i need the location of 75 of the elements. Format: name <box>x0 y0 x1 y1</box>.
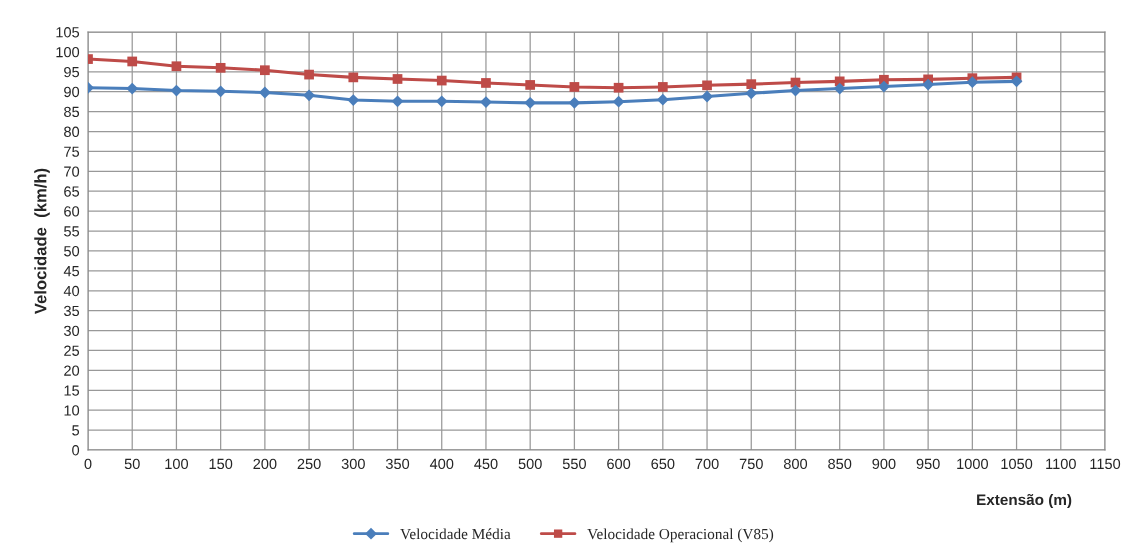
y-tick-label: 55 <box>64 226 80 237</box>
point <box>833 82 846 95</box>
point <box>878 80 890 93</box>
point <box>701 90 713 103</box>
x-tick-label: 200 <box>253 458 277 470</box>
y-tick-label: 35 <box>64 305 80 317</box>
y-tick-label: 105 <box>56 27 80 38</box>
y-tick-label: 85 <box>64 106 80 118</box>
x-tick-label: 700 <box>695 458 719 470</box>
point <box>348 72 359 83</box>
y-tick-label: 30 <box>64 325 80 336</box>
y-tick-label: 50 <box>64 246 80 257</box>
y-tick-label: 100 <box>56 47 80 58</box>
point <box>171 61 182 72</box>
y-tick-label: 20 <box>64 365 80 376</box>
point <box>922 78 935 91</box>
x-tick-label: 250 <box>297 458 321 470</box>
y-tick-label: 15 <box>64 385 80 396</box>
x-tick-label: 1100 <box>1046 458 1076 470</box>
x-tick-label: 0 <box>84 458 92 470</box>
point <box>303 89 315 102</box>
y-tick-label: 90 <box>64 86 80 98</box>
x-tick-label: 100 <box>165 458 189 470</box>
y-tick-label: 65 <box>64 186 80 197</box>
point <box>525 80 536 90</box>
point <box>214 85 227 98</box>
x-tick-label: 850 <box>828 458 852 470</box>
point <box>304 69 314 80</box>
x-tick-label: 800 <box>783 458 808 470</box>
point <box>966 76 979 89</box>
x-tick-label: 300 <box>341 458 365 470</box>
x-tick-label: 950 <box>916 458 940 470</box>
point <box>746 79 757 90</box>
y-tick-label: 75 <box>64 146 80 157</box>
x-tick-label: 600 <box>607 458 631 470</box>
point <box>260 65 270 76</box>
y-tick-label: 70 <box>64 166 80 177</box>
y-tick-label: 80 <box>64 126 80 137</box>
y-tick-label: 10 <box>64 405 80 416</box>
x-tick-label: 150 <box>209 458 233 470</box>
y-tick-label: 25 <box>64 345 80 356</box>
y-tick-label: 45 <box>63 266 80 277</box>
x-tick-label: 1000 <box>957 458 988 470</box>
x-tick-label: 400 <box>429 458 454 470</box>
y-axis-title: Velocidade (km/h) <box>34 168 50 315</box>
point <box>613 82 624 93</box>
y-tick-label: 40 <box>63 285 80 297</box>
point <box>392 74 403 84</box>
x-tick-label: 450 <box>474 458 498 470</box>
point <box>657 82 668 92</box>
y-tick-label: 5 <box>72 425 80 436</box>
legend-label: Velocidade Média <box>400 528 511 540</box>
point <box>702 80 712 91</box>
point <box>127 56 138 67</box>
x-tick-label: 1050 <box>1001 458 1033 470</box>
x-tick-label: 50 <box>124 458 140 470</box>
y-tick-label: 95 <box>64 66 80 78</box>
x-axis-title: Extensão (m) <box>977 493 1072 509</box>
point <box>481 78 491 88</box>
y-tick-label: 60 <box>64 206 80 217</box>
point <box>436 75 447 86</box>
x-tick-label: 900 <box>872 458 896 470</box>
point <box>745 87 758 100</box>
point <box>126 82 139 95</box>
point <box>569 82 580 92</box>
point <box>391 95 404 108</box>
x-tick-label: 500 <box>518 458 542 470</box>
x-tick-label: 650 <box>651 458 675 470</box>
point <box>215 62 226 73</box>
x-tick-label: 350 <box>385 458 410 470</box>
y-tick-label: 0 <box>72 445 80 456</box>
x-tick-label: 750 <box>739 458 763 470</box>
x-tick-label: 1150 <box>1090 458 1121 470</box>
x-tick-label: 550 <box>562 458 586 470</box>
legend-label: Velocidade Operacional (V85) <box>587 528 774 543</box>
